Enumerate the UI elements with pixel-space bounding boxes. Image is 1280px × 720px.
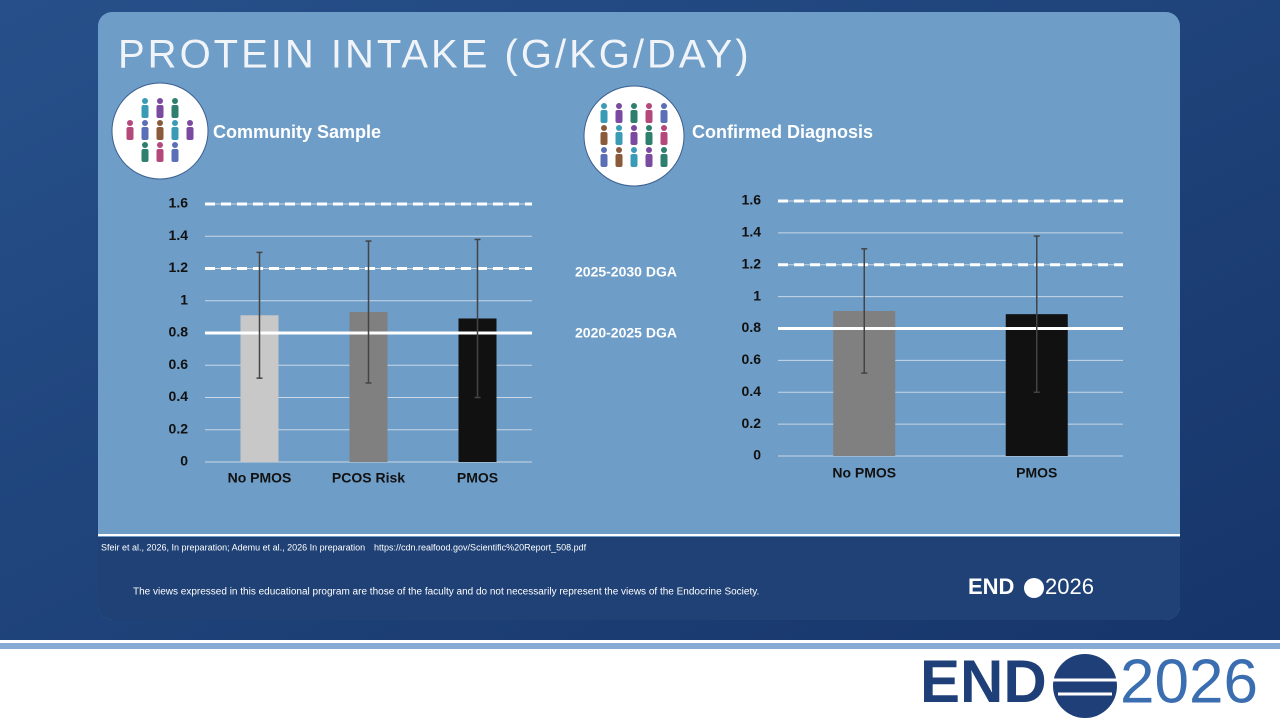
y-tick-label: 0 <box>753 447 761 463</box>
y-tick-label: 1.4 <box>169 227 189 243</box>
y-tick-label: 0.8 <box>742 319 762 335</box>
x-tick-label: PMOS <box>457 470 498 486</box>
person-body <box>156 127 164 140</box>
logo-text: 2026 <box>1120 647 1258 716</box>
annotation: 2025-2030 DGA <box>575 264 677 280</box>
person-body <box>615 110 623 123</box>
person-body <box>171 105 179 118</box>
person-body <box>645 132 653 145</box>
logo-globe <box>1053 654 1117 718</box>
annotation: 2020-2025 DGA <box>575 325 677 341</box>
person-body <box>645 154 653 167</box>
person-head <box>601 125 607 131</box>
person-body <box>171 127 179 140</box>
person-head <box>661 147 667 153</box>
person-head <box>127 120 133 126</box>
person-head <box>142 142 148 148</box>
person-body <box>615 154 623 167</box>
person-body <box>156 105 164 118</box>
person-head <box>157 98 163 104</box>
y-tick-label: 0.2 <box>169 420 189 436</box>
person-head <box>601 103 607 109</box>
y-tick-label: 0.4 <box>169 388 189 404</box>
x-tick-label: No PMOS <box>832 465 896 481</box>
person-body <box>186 127 194 140</box>
person-head <box>157 142 163 148</box>
person-body <box>660 154 668 167</box>
person-head <box>172 142 178 148</box>
y-tick-label: 1.6 <box>742 192 762 208</box>
person-head <box>601 147 607 153</box>
person-body <box>141 105 149 118</box>
person-body <box>630 132 638 145</box>
y-tick-label: 0.4 <box>742 383 762 399</box>
person-body <box>600 110 608 123</box>
y-tick-label: 0.6 <box>169 356 189 372</box>
person-body <box>141 149 149 162</box>
person-body <box>630 154 638 167</box>
person-body <box>171 149 179 162</box>
y-tick-label: 0.6 <box>742 351 762 367</box>
disclaimer: The views expressed in this educational … <box>133 587 759 598</box>
y-tick-label: 0.2 <box>742 415 762 431</box>
x-tick-label: PCOS Risk <box>332 470 405 486</box>
logo-text: END <box>920 648 1047 715</box>
error-bar <box>861 248 868 374</box>
person-head <box>631 147 637 153</box>
person-head <box>661 125 667 131</box>
person-head <box>616 125 622 131</box>
error-bar <box>256 251 263 379</box>
logo-text: 2026 <box>1045 574 1094 599</box>
x-tick-label: No PMOS <box>228 470 292 486</box>
y-tick-label: 1.4 <box>742 224 762 240</box>
person-head <box>661 103 667 109</box>
person-body <box>660 132 668 145</box>
person-body <box>660 110 668 123</box>
person-head <box>646 125 652 131</box>
person-body <box>600 132 608 145</box>
person-head <box>172 98 178 104</box>
person-body <box>126 127 134 140</box>
x-tick-label: PMOS <box>1016 465 1057 481</box>
y-tick-label: 1 <box>753 287 761 303</box>
person-head <box>172 120 178 126</box>
person-head <box>646 103 652 109</box>
chart-subtitle: Confirmed Diagnosis <box>692 122 873 142</box>
error-bar <box>474 238 481 399</box>
person-body <box>645 110 653 123</box>
y-tick-label: 1.2 <box>169 259 189 275</box>
url: https://cdn.realfood.gov/Scientific%20Re… <box>374 542 587 552</box>
slide-title: PROTEIN INTAKE (G/KG/DAY) <box>118 33 752 77</box>
y-tick-label: 0 <box>180 453 188 469</box>
logo-globe <box>1024 578 1044 598</box>
panel-footer <box>98 537 1180 620</box>
person-head <box>142 98 148 104</box>
y-tick-label: 1 <box>180 291 188 307</box>
big-logo: END 2026 <box>920 647 1258 718</box>
person-head <box>142 120 148 126</box>
bottom-stripe <box>0 643 1280 649</box>
y-tick-label: 1.6 <box>169 195 189 211</box>
person-head <box>616 103 622 109</box>
y-tick-label: 0.8 <box>169 324 189 340</box>
person-body <box>141 127 149 140</box>
error-bar <box>365 240 372 384</box>
error-bar <box>1033 235 1040 393</box>
person-body <box>615 132 623 145</box>
person-body <box>600 154 608 167</box>
small-logo: END 2026 <box>968 574 1094 599</box>
y-tick-label: 1.2 <box>742 255 762 271</box>
person-head <box>616 147 622 153</box>
person-body <box>156 149 164 162</box>
citation: Sfeir et al., 2026, In preparation; Adem… <box>101 542 365 552</box>
person-head <box>646 147 652 153</box>
logo-text: END <box>968 574 1014 599</box>
person-body <box>630 110 638 123</box>
person-head <box>157 120 163 126</box>
person-head <box>631 103 637 109</box>
chart-subtitle: Community Sample <box>213 122 381 142</box>
person-head <box>631 125 637 131</box>
person-head <box>187 120 193 126</box>
